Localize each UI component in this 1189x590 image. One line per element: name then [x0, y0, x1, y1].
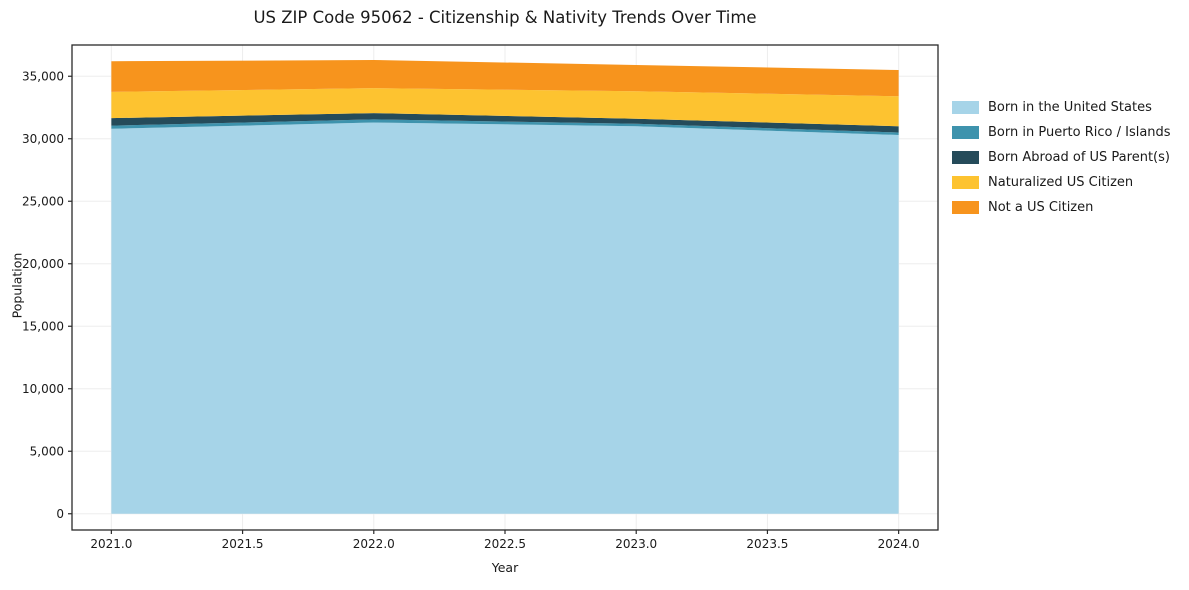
chart-title: US ZIP Code 95062 - Citizenship & Nativi…: [253, 8, 757, 27]
legend-label: Naturalized US Citizen: [988, 175, 1134, 190]
svg-text:0: 0: [56, 507, 64, 521]
svg-text:2023.0: 2023.0: [615, 537, 657, 551]
svg-text:2021.5: 2021.5: [222, 537, 264, 551]
legend-label: Born in the United States: [988, 100, 1152, 115]
legend-swatch-icon: [952, 201, 979, 214]
legend-label: Born Abroad of US Parent(s): [988, 150, 1170, 165]
svg-text:20,000: 20,000: [22, 257, 64, 271]
legend-label: Not a US Citizen: [988, 200, 1094, 215]
legend-swatch-icon: [952, 176, 979, 189]
x-axis-label: Year: [491, 560, 519, 575]
legend-item: Born in the United States: [952, 100, 1171, 115]
legend-swatch-icon: [952, 151, 979, 164]
legend-swatch-icon: [952, 126, 979, 139]
legend-item: Naturalized US Citizen: [952, 175, 1171, 190]
svg-text:2024.0: 2024.0: [878, 537, 920, 551]
svg-text:10,000: 10,000: [22, 382, 64, 396]
y-axis-label: Population: [9, 252, 25, 319]
svg-text:30,000: 30,000: [22, 132, 64, 146]
svg-text:2022.0: 2022.0: [353, 537, 395, 551]
svg-text:2022.5: 2022.5: [484, 537, 526, 551]
legend-item: Born in Puerto Rico / Islands: [952, 125, 1171, 140]
svg-text:25,000: 25,000: [22, 194, 64, 208]
legend-swatch-icon: [952, 101, 979, 114]
svg-text:2023.5: 2023.5: [746, 537, 788, 551]
legend-item: Not a US Citizen: [952, 200, 1171, 215]
legend-item: Born Abroad of US Parent(s): [952, 150, 1171, 165]
svg-text:2021.0: 2021.0: [90, 537, 132, 551]
svg-text:5,000: 5,000: [30, 444, 64, 458]
legend-label: Born in Puerto Rico / Islands: [988, 125, 1171, 140]
legend: Born in the United States Born in Puerto…: [952, 100, 1171, 215]
svg-text:35,000: 35,000: [22, 69, 64, 83]
svg-text:15,000: 15,000: [22, 319, 64, 333]
